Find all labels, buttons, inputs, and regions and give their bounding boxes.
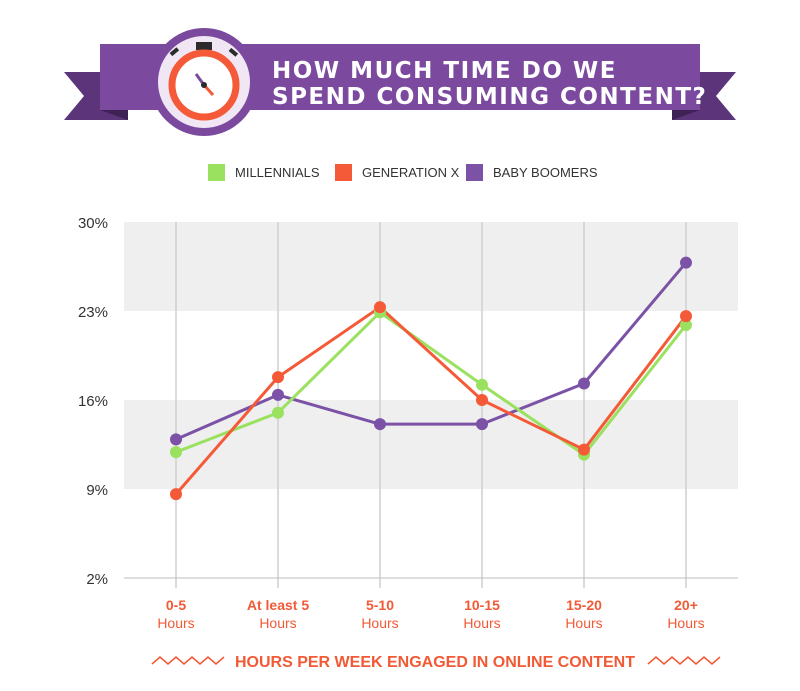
legend-swatch-millennials — [208, 164, 225, 181]
chart-title-line2: SPEND CONSUMING CONTENT? — [272, 84, 707, 110]
y-tick-label: 9% — [86, 482, 108, 499]
legend-label: MILLENNIALS — [235, 165, 320, 180]
series-layer — [170, 256, 692, 501]
data-point-baby-boomers — [170, 433, 182, 446]
x-tick-label: 10-15 — [464, 597, 500, 613]
x-tick-label: 5-10 — [366, 597, 394, 613]
x-tick-sublabel: Hours — [667, 615, 704, 631]
x-tick-label: 15-20 — [566, 597, 602, 613]
data-point-baby-boomers — [476, 418, 488, 431]
legend-swatch-baby-boomers — [466, 164, 483, 181]
y-axis-ticks: 2% 9% 16% 23% 30% — [78, 215, 108, 588]
data-point-millennials — [170, 446, 182, 459]
legend-label: GENERATION X — [362, 165, 460, 180]
x-axis-title: HOURS PER WEEK ENGAGED IN ONLINE CONTENT — [235, 654, 635, 671]
y-tick-label: 2% — [86, 571, 108, 588]
y-tick-label: 16% — [78, 393, 108, 410]
data-point-generation-x — [374, 301, 386, 314]
data-point-baby-boomers — [578, 377, 590, 390]
data-point-baby-boomers — [680, 256, 692, 269]
data-point-millennials — [680, 318, 692, 331]
data-point-generation-x — [272, 371, 284, 384]
x-tick-sublabel: Hours — [157, 615, 194, 631]
data-point-baby-boomers — [374, 418, 386, 431]
zigzag-right-decoration — [647, 656, 721, 665]
data-point-millennials — [272, 406, 284, 419]
series-line-generation-x — [174, 305, 688, 496]
x-tick-sublabel: Hours — [259, 615, 296, 631]
legend-swatch-generation-x — [335, 164, 352, 181]
y-tick-label: 23% — [78, 304, 108, 321]
data-point-generation-x — [680, 310, 692, 323]
data-point-millennials — [476, 378, 488, 391]
gridlines — [124, 222, 738, 588]
banner-fold-right — [672, 110, 700, 120]
legend-label: BABY BOOMERS — [493, 165, 598, 180]
data-point-generation-x — [476, 394, 488, 406]
x-tick-sublabel: Hours — [361, 615, 398, 631]
series-line-millennials — [175, 310, 688, 457]
zigzag-left-decoration — [151, 656, 225, 665]
data-point-baby-boomers — [272, 388, 284, 401]
data-point-generation-x — [578, 443, 590, 456]
data-point-generation-x — [170, 488, 182, 501]
grid-bands — [124, 222, 738, 489]
x-axis-ticks: 0-5 Hours At least 5 Hours 5-10 Hours 10-15 Hou… — [157, 597, 704, 631]
x-tick-sublabel: Hours — [463, 615, 500, 631]
x-tick-label: At least 5 — [247, 597, 309, 613]
chart-title-line1: HOW MUCH TIME DO WE — [272, 58, 617, 84]
grid-band — [124, 222, 738, 311]
x-tick-label: 0-5 — [166, 597, 186, 613]
legend: MILLENNIALS GENERATION X BABY BOOMERS — [208, 164, 598, 181]
x-tick-sublabel: Hours — [565, 615, 602, 631]
banner-fold-left — [100, 110, 128, 120]
stopwatch-icon — [150, 28, 258, 136]
grid-band — [124, 400, 738, 489]
series-line-baby-boomers — [175, 261, 688, 441]
x-tick-label: 20+ — [674, 597, 698, 613]
y-tick-label: 30% — [78, 215, 108, 232]
